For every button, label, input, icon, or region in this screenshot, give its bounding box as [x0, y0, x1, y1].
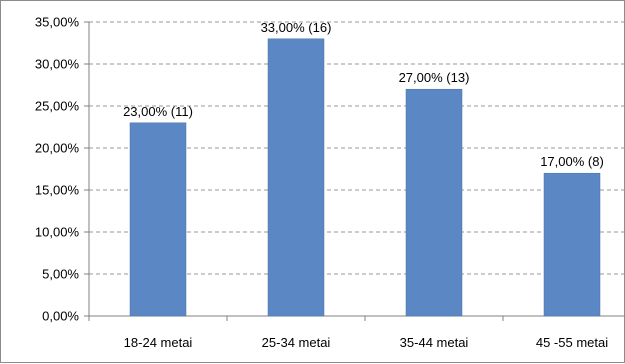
x-category-label: 25-34 metai [262, 335, 331, 350]
y-tick-label: 10,00% [35, 225, 80, 240]
bar [405, 88, 463, 317]
y-tick-label: 0,00% [42, 309, 79, 324]
bar [267, 38, 325, 317]
y-tick-label: 15,00% [35, 183, 80, 198]
y-tick-label: 25,00% [35, 99, 80, 114]
data-label: 23,00% (11) [123, 104, 193, 119]
data-label: 27,00% (13) [399, 70, 470, 85]
y-tick-label: 35,00% [35, 15, 80, 30]
x-category-label: 18-24 metai [124, 335, 193, 350]
y-tick-label: 20,00% [35, 141, 80, 156]
x-category-label: 35-44 metai [400, 335, 469, 350]
data-label: 33,00% (16) [261, 20, 332, 35]
y-tick-label: 30,00% [35, 57, 80, 72]
y-tick-label: 5,00% [42, 267, 79, 282]
bar [543, 172, 601, 317]
data-label: 17,00% (8) [540, 154, 604, 169]
x-category-label: 45 -55 metai [536, 335, 608, 350]
bar [129, 122, 187, 317]
